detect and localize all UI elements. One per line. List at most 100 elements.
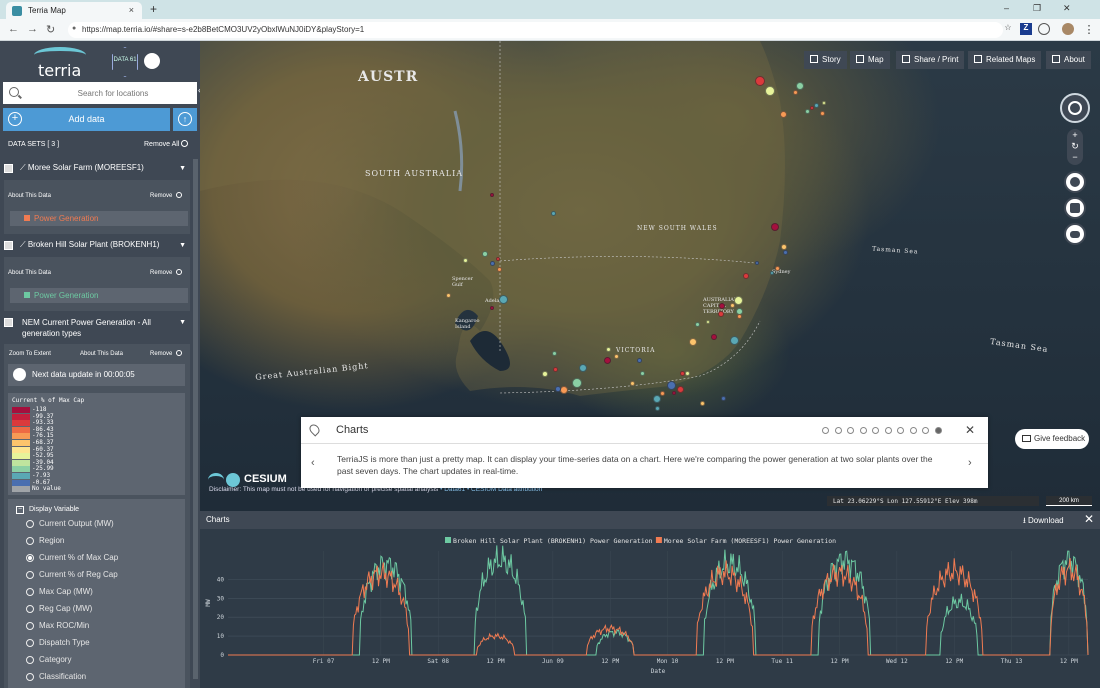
browser-menu-icon[interactable]: ⋮ (1083, 24, 1095, 36)
power-station-marker[interactable] (721, 396, 726, 401)
terria-logo[interactable]: terria (34, 45, 86, 80)
power-station-marker[interactable] (781, 244, 787, 250)
remove-icon[interactable] (176, 192, 182, 198)
power-station-marker[interactable] (496, 257, 500, 261)
power-station-marker[interactable] (655, 406, 660, 411)
power-station-marker[interactable] (755, 76, 765, 86)
collapse-sidebar-icon[interactable]: ‹ (198, 85, 200, 101)
power-station-marker[interactable] (606, 347, 611, 352)
dataset-title-moree[interactable]: ⟋ Moree Solar Farm (MOREESF1) (20, 163, 144, 172)
story-close-icon[interactable]: ✕ (965, 423, 976, 437)
tab-close-icon[interactable]: × (128, 5, 134, 15)
about-button[interactable]: About (1046, 51, 1091, 69)
story-page-dot[interactable] (859, 427, 867, 434)
power-station-marker[interactable] (499, 295, 508, 304)
terria-mini-logo[interactable] (208, 473, 224, 487)
radio-button[interactable] (26, 588, 34, 596)
remove-icon[interactable] (176, 269, 182, 275)
power-station-marker[interactable] (672, 391, 676, 395)
power-station-marker[interactable] (463, 258, 468, 263)
story-page-dot[interactable] (834, 427, 842, 434)
zotero-extension-icon[interactable]: Z (1020, 23, 1032, 35)
power-station-marker[interactable] (553, 367, 558, 372)
display-variable-option[interactable]: Reg Cap (MW) (26, 604, 92, 613)
zoom-in-icon[interactable]: + (1072, 130, 1078, 140)
dataset-checkbox-moree[interactable] (4, 164, 13, 173)
related-maps-button[interactable]: Related Maps (968, 51, 1042, 69)
radio-button[interactable] (26, 554, 34, 562)
power-station-marker[interactable] (711, 334, 717, 340)
search-input[interactable] (3, 82, 197, 104)
power-station-marker[interactable] (667, 381, 676, 390)
power-station-marker[interactable] (810, 106, 814, 110)
power-station-marker[interactable] (579, 364, 587, 372)
reload-icon[interactable]: ↻ (46, 24, 56, 36)
about-data-link[interactable]: About This Data (80, 351, 123, 357)
map-settings-button[interactable]: Map (850, 51, 890, 69)
story-prev-icon[interactable]: ‹ (311, 457, 315, 469)
power-station-marker[interactable] (490, 306, 494, 310)
vr-view-button[interactable] (1064, 223, 1086, 245)
power-station-marker[interactable] (446, 293, 451, 298)
display-variable-option[interactable]: Classification (26, 672, 86, 681)
power-station-marker[interactable] (560, 386, 568, 394)
power-station-marker[interactable] (770, 271, 774, 275)
power-station-marker[interactable] (555, 386, 561, 392)
power-station-marker[interactable] (743, 273, 749, 279)
profile-avatar[interactable] (1062, 23, 1074, 35)
power-station-marker[interactable] (718, 311, 724, 317)
power-station-marker[interactable] (640, 371, 645, 376)
power-station-marker[interactable] (630, 381, 635, 386)
display-variable-option[interactable]: Dispatch Type (26, 638, 90, 647)
display-variable-option[interactable]: Current Output (MW) (26, 519, 114, 528)
story-page-dot[interactable] (922, 427, 929, 434)
remove-button[interactable]: Remove (150, 351, 173, 357)
radio-button[interactable] (26, 605, 34, 613)
power-station-marker[interactable] (551, 211, 556, 216)
radio-button[interactable] (26, 622, 34, 630)
csiro-logo[interactable] (144, 53, 160, 69)
zoom-to-extent-link[interactable]: Zoom To Extent (9, 351, 51, 357)
display-variable-option[interactable]: Max Cap (MW) (26, 587, 93, 596)
location-pin-icon[interactable] (307, 422, 322, 437)
power-station-marker[interactable] (820, 111, 825, 116)
split-view-button[interactable] (1064, 197, 1086, 219)
radio-button[interactable] (26, 520, 34, 528)
data61-logo[interactable]: DATA 61 (112, 47, 138, 77)
back-icon[interactable]: ← (8, 23, 19, 35)
remove-all-button[interactable]: Remove All (144, 141, 180, 148)
story-page-dot[interactable] (847, 427, 854, 434)
about-data-link[interactable]: About This Data (8, 270, 51, 276)
minimize-icon[interactable]: – (1004, 3, 1010, 13)
sidebar-scrollbar[interactable] (193, 159, 198, 679)
story-page-dot[interactable] (872, 427, 879, 434)
story-page-dot[interactable] (897, 427, 904, 434)
location-search[interactable] (3, 82, 197, 104)
power-station-marker[interactable] (814, 103, 819, 108)
story-page-dot[interactable] (909, 427, 917, 434)
power-station-marker[interactable] (680, 371, 685, 376)
power-station-marker[interactable] (771, 223, 779, 231)
power-station-marker[interactable] (604, 357, 611, 364)
window-close-icon[interactable]: ✕ (1063, 3, 1071, 13)
radio-button[interactable] (26, 537, 34, 545)
power-station-marker[interactable] (637, 358, 642, 363)
power-station-marker[interactable] (775, 266, 780, 271)
power-station-marker[interactable] (822, 101, 826, 105)
power-station-marker[interactable] (730, 336, 739, 345)
power-station-marker[interactable] (730, 303, 735, 308)
dataset-checkbox-nem[interactable] (4, 318, 13, 327)
radio-button[interactable] (26, 673, 34, 681)
about-data-link[interactable]: About This Data (8, 193, 51, 199)
chart-close-icon[interactable]: ✕ (1084, 512, 1095, 526)
url-field[interactable]: ● https://map.terria.io/#share=s-e2b8Bet… (68, 22, 1003, 38)
maximize-icon[interactable]: ❐ (1033, 3, 1042, 13)
power-station-marker[interactable] (796, 82, 804, 90)
upload-button[interactable]: ↑ (173, 108, 197, 131)
story-page-dot[interactable] (822, 427, 829, 434)
power-station-marker[interactable] (497, 267, 502, 272)
power-station-marker[interactable] (734, 296, 743, 305)
power-station-marker[interactable] (783, 250, 788, 255)
power-station-marker[interactable] (490, 193, 494, 197)
power-station-marker[interactable] (695, 322, 700, 327)
